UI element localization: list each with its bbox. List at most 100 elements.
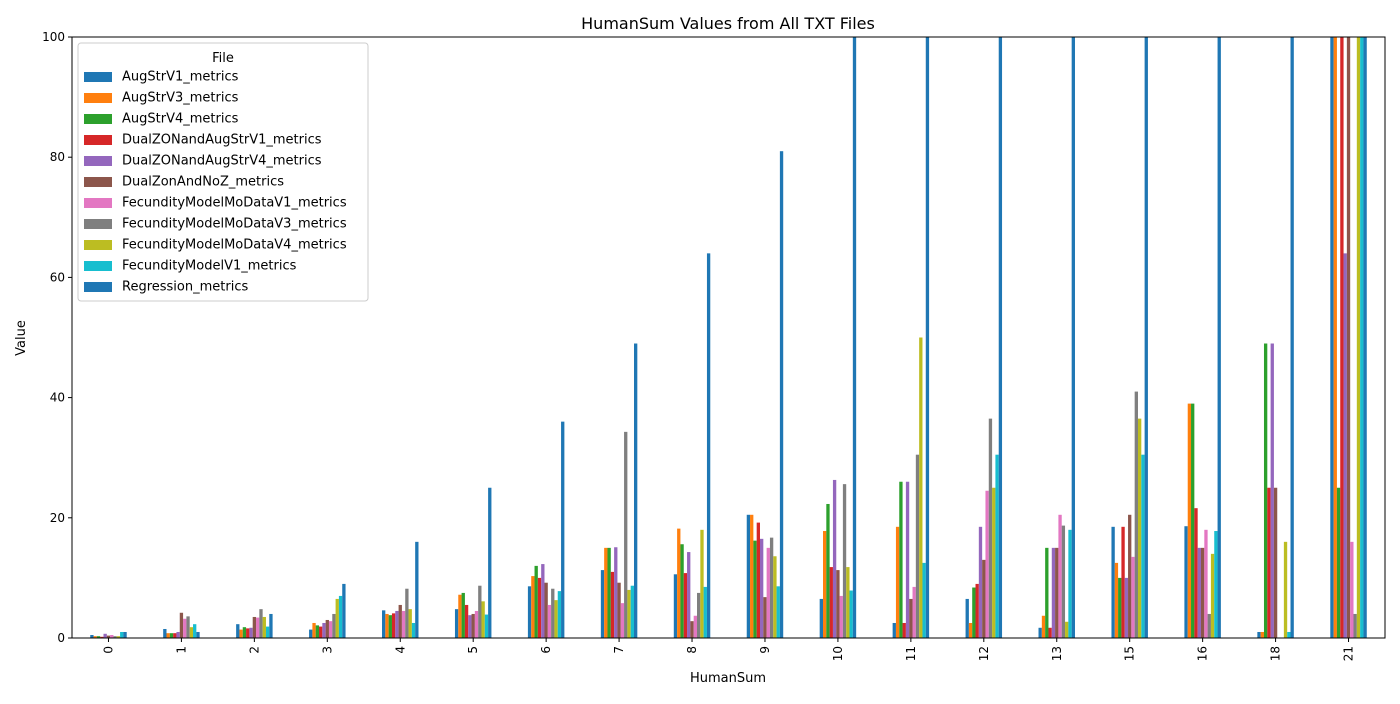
bar: [93, 636, 97, 638]
bar: [1055, 547, 1059, 638]
bar: [846, 567, 850, 638]
bar: [892, 622, 896, 638]
bar: [842, 484, 847, 638]
bar: [454, 609, 459, 638]
bar: [1346, 37, 1351, 638]
bar: [1353, 613, 1357, 638]
bar: [405, 588, 409, 638]
bar: [604, 547, 608, 638]
bar: [852, 37, 857, 638]
bar: [1340, 37, 1344, 638]
x-tick-label: 13: [1050, 646, 1064, 661]
chart-title: HumanSum Values from All TXT Files: [581, 14, 875, 33]
legend-label: FecundityModelMoDataV4_metrics: [122, 238, 347, 253]
bar: [1336, 487, 1341, 638]
bar: [534, 565, 538, 638]
bar: [166, 633, 170, 638]
legend-swatch: [84, 177, 112, 187]
bar: [309, 629, 313, 638]
x-tick-label: 2: [247, 646, 261, 654]
bar: [763, 597, 767, 638]
bar: [1045, 547, 1049, 638]
bar: [998, 37, 1003, 638]
bar: [395, 610, 399, 638]
bar: [1184, 526, 1188, 638]
bar: [1260, 631, 1264, 638]
bar: [836, 570, 840, 638]
bar: [1068, 529, 1072, 638]
bar: [700, 529, 704, 638]
legend-label: FecundityModelV1_metrics: [122, 259, 297, 274]
legend-label: AugStrV4_metrics: [122, 112, 239, 127]
bar: [1333, 37, 1337, 638]
legend-swatch: [84, 114, 112, 124]
bar: [262, 616, 266, 638]
legend-swatch: [84, 135, 112, 145]
bar: [173, 633, 177, 638]
bar: [975, 583, 979, 638]
bar: [617, 582, 621, 638]
bar: [1350, 541, 1354, 638]
bar: [120, 631, 124, 638]
bar: [899, 481, 903, 638]
bar: [461, 592, 465, 638]
bar: [196, 631, 200, 638]
bar: [1207, 613, 1211, 638]
bar: [925, 37, 930, 638]
bar: [627, 589, 631, 638]
bar: [385, 613, 389, 638]
bar: [398, 604, 402, 638]
y-tick-label: 20: [50, 511, 65, 525]
bar: [1257, 631, 1261, 638]
bar: [756, 522, 760, 638]
bar: [819, 598, 823, 638]
bar: [1144, 37, 1148, 638]
bar: [915, 454, 920, 638]
bar: [411, 622, 416, 638]
bar: [610, 571, 615, 638]
bar: [1048, 627, 1052, 638]
bar: [265, 626, 270, 638]
bar: [680, 544, 684, 638]
bar: [902, 622, 906, 638]
bar: [826, 503, 830, 638]
bar: [1356, 37, 1361, 638]
bar: [537, 577, 542, 638]
bar: [1118, 577, 1122, 638]
bar: [1200, 547, 1205, 638]
bar: [773, 556, 777, 638]
bar: [1137, 418, 1142, 638]
bar: [922, 562, 926, 638]
bar: [186, 616, 190, 638]
bar: [1065, 621, 1069, 638]
legend-label: FecundityModelMoDataV3_metrics: [122, 217, 347, 232]
y-tick-label: 80: [50, 150, 65, 164]
x-tick-label: 0: [101, 646, 115, 654]
y-ticks-layer: 0 20 40 60 80 100: [42, 30, 72, 645]
x-tick-label: 15: [1123, 646, 1137, 661]
bar: [1058, 514, 1062, 638]
legend-label: AugStrV3_metrics: [122, 91, 239, 106]
bar: [1124, 577, 1129, 638]
bar: [776, 586, 780, 638]
x-tick-label: 1: [174, 646, 188, 654]
legend-title: File: [212, 51, 234, 66]
bar: [1114, 562, 1119, 638]
bar: [909, 598, 913, 638]
x-ticks-layer: 0 1 2 3 4 5 6 7 8 9 10 11 12 13 15 16 18 21: [101, 638, 1356, 661]
bar: [677, 528, 681, 638]
bar: [1210, 553, 1215, 638]
bar: [982, 559, 986, 638]
bar: [246, 628, 250, 638]
bar: [614, 547, 618, 638]
bar: [607, 547, 611, 638]
bar: [978, 526, 983, 638]
bar: [1343, 253, 1347, 638]
bar: [335, 598, 339, 638]
bar: [242, 627, 247, 638]
legend-label: DualZONandAugStrV4_metrics: [122, 154, 322, 169]
bar: [169, 633, 174, 638]
bar: [328, 621, 333, 638]
bar: [484, 614, 489, 638]
